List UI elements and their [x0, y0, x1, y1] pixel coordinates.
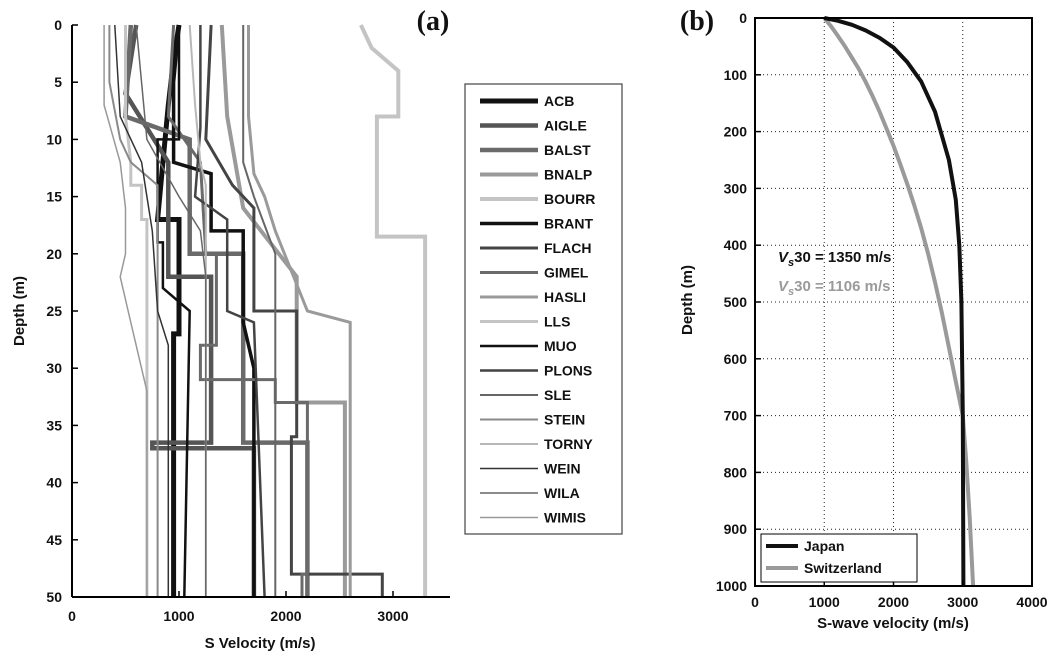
- y-tick-label: 200: [724, 124, 748, 140]
- legend-label-bourr: BOURR: [544, 191, 595, 207]
- panel-b-xlabel: S-wave velocity (m/s): [817, 615, 969, 632]
- legend-items: ACB AIGLE BALST BNALP BOURR BRANT FLACH GIMEL HA…: [480, 93, 595, 526]
- y-tick-label: 600: [724, 351, 748, 367]
- x-tick-label: 1000: [163, 608, 194, 624]
- panel-a-ylabel: Depth (m): [11, 276, 28, 346]
- panel-a: 0 1000 2000 3000 0 5 10 15 20 25 30 35 40 45 50 S Vel…: [11, 6, 450, 652]
- series-line-wein: [114, 24, 170, 597]
- x-tick-label: 0: [68, 608, 76, 624]
- y-tick-label: 0: [54, 17, 62, 33]
- y-tick-label: 35: [46, 417, 62, 433]
- annot-italic: V: [778, 278, 790, 295]
- series-line-sle: [242, 25, 277, 597]
- panel-b-label: (b): [680, 6, 714, 37]
- legend-label-plons: PLONS: [544, 363, 592, 379]
- legend-label-hasli: HASLI: [544, 289, 586, 305]
- annot-italic: V: [778, 249, 790, 266]
- y-tick-label: 40: [46, 475, 62, 491]
- x-tick-label: 3000: [947, 594, 978, 610]
- series-line-switzerland: [822, 16, 976, 587]
- legend-label-wimis: WIMIS: [544, 510, 586, 526]
- legend-label-sle: SLE: [544, 387, 571, 403]
- y-tick-label: 800: [724, 464, 748, 480]
- annot-rest: 30 = 1106 m/s: [794, 278, 890, 295]
- panel-a-xlabel: S Velocity (m/s): [205, 635, 316, 652]
- x-tick-label: 3000: [377, 608, 408, 624]
- series-line-aigle: [123, 24, 257, 597]
- series-line-hasli: [247, 25, 352, 597]
- annot-rest: 30 = 1350 m/s: [794, 249, 891, 266]
- y-tick-label: 300: [724, 180, 748, 196]
- legend-label-wein: WEIN: [544, 461, 581, 477]
- panel-a-x-ticks: 0 1000 2000 3000: [68, 591, 409, 624]
- series-line-torny: [188, 24, 207, 597]
- vs30-annotation: Vs30 = 1106 m/s: [778, 278, 890, 298]
- legend-label-lls: LLS: [544, 314, 570, 330]
- panel-b-ylabel: Depth (m): [679, 265, 696, 335]
- y-tick-label: 100: [724, 67, 748, 83]
- x-tick-label: 2000: [878, 594, 909, 610]
- x-tick-label: 2000: [270, 608, 301, 624]
- series-line-japan: [823, 16, 966, 587]
- legend-label-japan: Japan: [804, 538, 844, 554]
- legend-frame: [464, 83, 623, 535]
- series-line-wimis: [103, 25, 148, 597]
- vs30-annotation: Vs30 = 1350 m/s: [778, 249, 891, 269]
- panel-a-label: (a): [417, 6, 450, 37]
- panel-b-legend: Japan Switzerland: [760, 533, 918, 583]
- series-line-flach: [204, 24, 384, 597]
- panel-a-series-group: [103, 24, 428, 598]
- x-tick-label: 1000: [809, 594, 840, 610]
- legend-label-aigle: AIGLE: [544, 118, 587, 134]
- panel-a-y-ticks: 0 5 10 15 20 25 30 35 40 45 50: [46, 17, 78, 605]
- series-line-plons: [193, 25, 266, 598]
- panel-b-x-ticks: 0 1000 2000 3000 4000: [751, 580, 1048, 610]
- panel-b-legend-frame: [760, 533, 918, 583]
- panel-b-series-group: [822, 16, 976, 587]
- y-tick-label: 400: [724, 237, 748, 253]
- y-tick-label: 0: [739, 10, 747, 26]
- legend-label-flach: FLACH: [544, 240, 591, 256]
- legend-label-muo: MUO: [544, 338, 577, 354]
- series-line-muo: [156, 25, 191, 598]
- series-line-gimel: [166, 24, 309, 597]
- legend-label-wila: WILA: [544, 485, 580, 501]
- y-tick-label: 5: [54, 74, 62, 90]
- y-tick-label: 25: [46, 303, 62, 319]
- x-tick-label: 0: [751, 594, 759, 610]
- legend-label-balst: BALST: [544, 142, 591, 158]
- y-tick-label: 45: [46, 532, 62, 548]
- series-line-bourr: [359, 24, 428, 597]
- panel-b-legend-items: Japan Switzerland: [766, 538, 882, 576]
- y-tick-label: 700: [724, 408, 748, 424]
- panel-b-y-ticks: 0 100 200 300 400 500 600 700 800 900 1000: [716, 10, 761, 594]
- legend-label-switzerland: Switzerland: [804, 560, 882, 576]
- y-tick-label: 1000: [716, 578, 747, 594]
- legend-label-brant: BRANT: [544, 216, 593, 232]
- panel-a-legend: ACB AIGLE BALST BNALP BOURR BRANT FLACH GIMEL HA…: [464, 83, 623, 535]
- series-line-brant: [171, 24, 256, 597]
- legend-label-gimel: GIMEL: [544, 265, 589, 281]
- x-tick-label: 4000: [1016, 594, 1047, 610]
- series-line-wila: [135, 24, 207, 597]
- y-tick-label: 20: [46, 246, 62, 262]
- y-tick-label: 15: [46, 189, 62, 205]
- annot-sub: s: [788, 257, 794, 269]
- legend-label-bnalp: BNALP: [544, 167, 592, 183]
- legend-label-stein: STEIN: [544, 412, 585, 428]
- y-tick-label: 900: [724, 521, 748, 537]
- legend-label-acb: ACB: [544, 93, 574, 109]
- panel-b: 0 1000 2000 3000 4000 0100200300400500600700…: [679, 6, 1048, 632]
- y-tick-label: 30: [46, 360, 62, 376]
- y-tick-label: 500: [724, 294, 748, 310]
- legend-label-torny: TORNY: [544, 436, 593, 452]
- annot-sub: s: [788, 286, 794, 298]
- y-tick-label: 50: [46, 589, 62, 605]
- series-line-bnalp: [219, 24, 347, 597]
- y-tick-label: 10: [46, 131, 62, 147]
- series-line-stein: [108, 25, 159, 597]
